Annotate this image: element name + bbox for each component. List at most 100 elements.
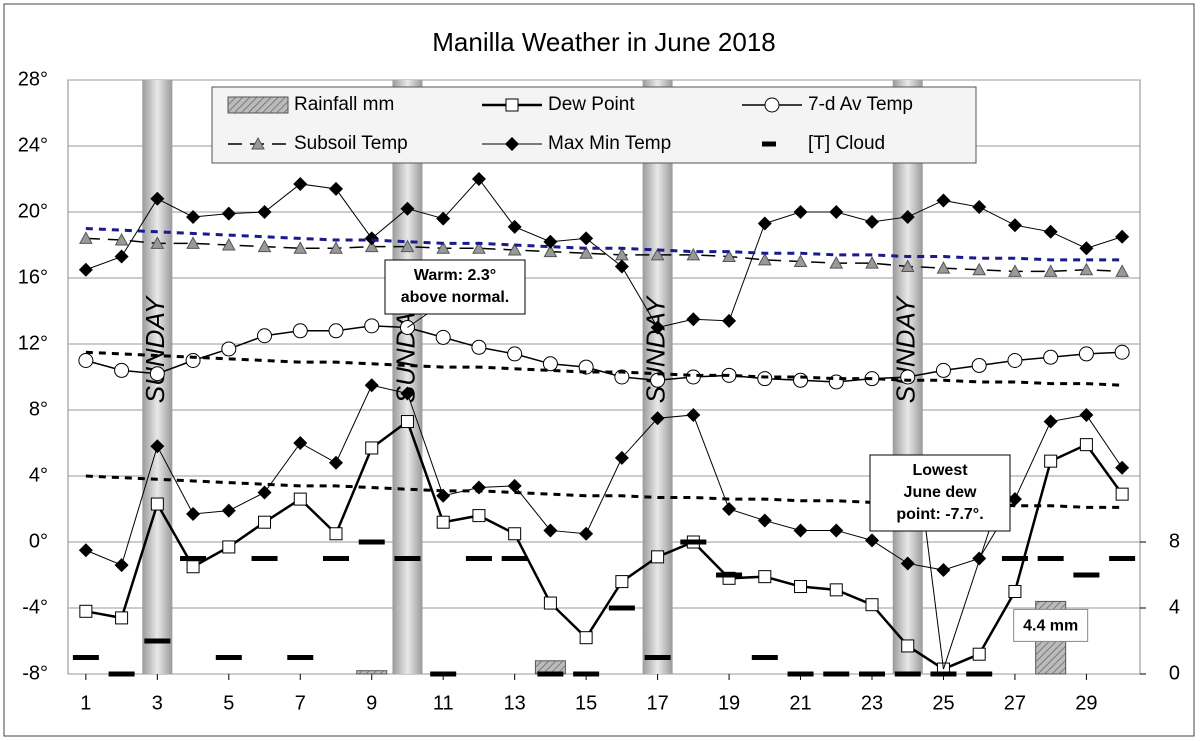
x-tick-label: 7	[295, 692, 306, 714]
diamond-marker	[257, 485, 272, 500]
cloud-dash	[1109, 556, 1136, 561]
y-tick-label: -4°	[22, 596, 48, 618]
cloud-dash	[680, 539, 707, 545]
cloud-dash	[787, 671, 814, 677]
y2-tick-label: 4	[1169, 596, 1180, 618]
y-tick-label: 8°	[29, 398, 48, 420]
x-tick-label: 15	[575, 692, 597, 714]
triangle-marker	[972, 262, 987, 276]
diamond-marker	[1043, 224, 1058, 239]
circle-marker	[542, 356, 558, 372]
diamond-marker	[1043, 414, 1058, 429]
square-marker	[329, 527, 343, 541]
circle-marker	[1043, 349, 1059, 365]
triangle-marker	[79, 231, 93, 244]
y-tick-label: 24°	[18, 134, 48, 156]
diamond-marker	[579, 231, 594, 246]
diamond-marker	[507, 219, 522, 234]
cloud-dash	[859, 671, 885, 677]
diamond-marker	[900, 209, 915, 224]
cloud-dash	[608, 605, 635, 611]
circle-marker	[1078, 346, 1094, 362]
y-tick-label: 0°	[29, 530, 48, 552]
diamond-marker	[829, 523, 844, 538]
triangle-marker	[686, 247, 701, 261]
diamond-marker	[114, 558, 129, 573]
circle-marker	[900, 369, 916, 385]
x-tick-label: 3	[152, 692, 163, 714]
cloud-dash	[251, 556, 278, 561]
square-marker	[829, 583, 843, 597]
triangle-marker	[150, 236, 165, 249]
cloud-dash	[358, 539, 385, 545]
diamond-marker	[936, 193, 951, 208]
diamond-marker	[579, 526, 594, 541]
diamond-marker	[614, 259, 629, 274]
diamond-marker	[186, 506, 201, 521]
square-marker	[543, 596, 557, 610]
diamond-marker	[150, 439, 165, 454]
square-marker	[115, 611, 129, 625]
diamond-marker	[650, 411, 665, 426]
circle-marker	[221, 341, 237, 357]
diamond-marker	[1079, 241, 1094, 256]
diamond-marker	[865, 214, 879, 229]
cloud-dash	[323, 556, 349, 561]
square-marker	[1115, 487, 1129, 501]
square-marker	[400, 415, 414, 429]
diamond-marker	[650, 320, 665, 335]
diamond-marker	[686, 407, 701, 422]
diamond-marker	[329, 455, 343, 470]
square-marker	[651, 550, 665, 564]
triangle-marker	[865, 256, 879, 269]
annotation-arrow	[407, 313, 428, 328]
legend-label: Max Min Temp	[548, 133, 671, 154]
legend-swatch	[762, 141, 776, 147]
diamond-marker	[686, 312, 701, 327]
circle-marker	[1007, 353, 1023, 368]
circle-marker	[764, 97, 780, 113]
circle-marker	[185, 353, 201, 368]
triangle-marker	[579, 246, 593, 259]
series-line	[85, 227, 1123, 262]
triangle-marker	[722, 249, 736, 263]
sunday-label: SUNDAY	[891, 295, 921, 403]
circle-marker	[971, 357, 987, 373]
y2-tick-label: 0	[1169, 662, 1180, 684]
circle-marker	[1114, 344, 1130, 360]
triangle-marker	[186, 236, 200, 249]
annotation-box	[869, 454, 1011, 532]
circle-marker	[78, 353, 94, 368]
square-marker	[79, 604, 93, 618]
circle-marker	[328, 323, 344, 339]
square-marker	[150, 497, 164, 511]
triangle-marker	[650, 247, 665, 261]
x-tick-label: 13	[504, 692, 526, 714]
triangle-marker	[793, 254, 808, 267]
circle-marker	[435, 329, 451, 345]
diamond-marker	[257, 205, 272, 219]
cloud-dash	[287, 655, 314, 660]
diamond-marker	[614, 450, 629, 465]
legend-label: 7-d Av Temp	[808, 94, 913, 115]
triangle-marker	[757, 252, 772, 266]
annotation-arrow	[942, 530, 990, 670]
x-tick-label: 27	[1004, 692, 1026, 714]
x-tick-label: 9	[366, 692, 377, 714]
diamond-marker	[757, 513, 772, 528]
diamond-marker	[221, 503, 236, 518]
square-marker	[579, 631, 593, 645]
circle-marker	[935, 362, 951, 378]
annotation-text: June dew	[904, 484, 977, 501]
diamond-marker	[364, 378, 379, 393]
x-tick-label: 23	[861, 692, 883, 714]
rain-label: 4.4 mm	[1023, 618, 1078, 635]
circle-marker	[149, 366, 165, 382]
annotation-text: point: -7.7°.	[896, 506, 983, 523]
diamond-marker	[757, 216, 772, 231]
x-tick-label: 21	[789, 692, 811, 714]
diamond-marker	[1007, 492, 1022, 507]
triangle-marker	[1079, 262, 1094, 276]
diamond-marker	[900, 556, 915, 571]
legend-label: Rainfall mm	[294, 94, 394, 115]
